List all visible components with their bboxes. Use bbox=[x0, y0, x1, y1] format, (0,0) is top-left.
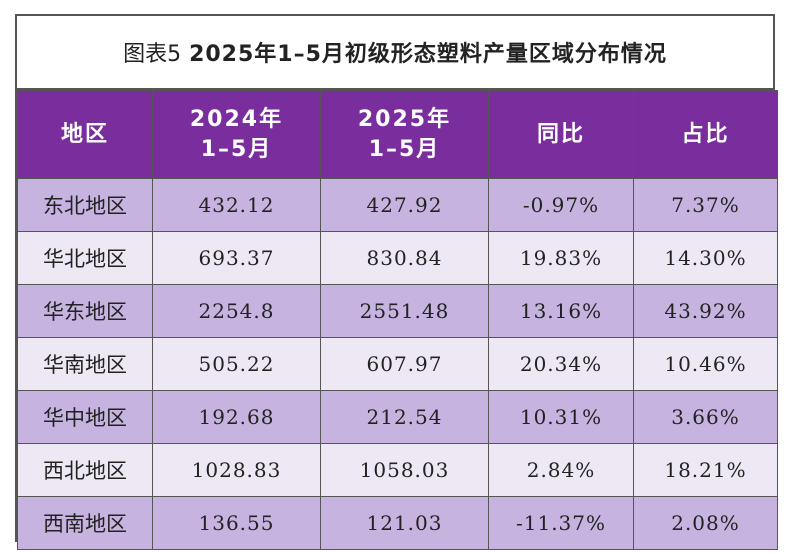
cell-region: 西北地区 bbox=[17, 443, 153, 497]
cell-2025: 830.84 bbox=[320, 231, 489, 285]
table-row: 西南地区 136.55 121.03 -11.37% 2.08% bbox=[17, 496, 778, 550]
cell-region: 华东地区 bbox=[17, 284, 153, 338]
cell-2024: 693.37 bbox=[152, 231, 321, 285]
cell-yoy: -11.37% bbox=[488, 496, 634, 550]
cell-2024: 505.22 bbox=[152, 337, 321, 391]
cell-2025: 2551.48 bbox=[320, 284, 489, 338]
cell-2025: 427.92 bbox=[320, 178, 489, 232]
header-share: 占比 bbox=[633, 90, 778, 179]
cell-2025: 212.54 bbox=[320, 390, 489, 444]
cell-share: 2.08% bbox=[633, 496, 778, 550]
cell-region: 华南地区 bbox=[17, 337, 153, 391]
figure-title: 图表5 2025年1–5月初级形态塑料产量区域分布情况 bbox=[17, 16, 773, 90]
cell-share: 7.37% bbox=[633, 178, 778, 232]
cell-2025: 1058.03 bbox=[320, 443, 489, 497]
table-row: 西北地区 1028.83 1058.03 2.84% 18.21% bbox=[17, 443, 778, 497]
cell-share: 10.46% bbox=[633, 337, 778, 391]
cell-region: 西南地区 bbox=[17, 496, 153, 550]
cell-share: 14.30% bbox=[633, 231, 778, 285]
cell-yoy: 20.34% bbox=[488, 337, 634, 391]
cell-region: 华北地区 bbox=[17, 231, 153, 285]
cell-yoy: 13.16% bbox=[488, 284, 634, 338]
header-2024-year: 2024年 bbox=[189, 106, 284, 132]
figure-number: 图表5 bbox=[123, 42, 182, 67]
table-figure: 图表5 2025年1–5月初级形态塑料产量区域分布情况 地区 2024年 1–5… bbox=[15, 14, 778, 550]
cell-share: 43.92% bbox=[633, 284, 778, 338]
header-2025-year: 2025年 bbox=[357, 106, 452, 132]
cell-region: 东北地区 bbox=[17, 178, 153, 232]
cell-2025: 607.97 bbox=[320, 337, 489, 391]
cell-yoy: 2.84% bbox=[488, 443, 634, 497]
table-row: 华北地区 693.37 830.84 19.83% 14.30% bbox=[17, 231, 778, 285]
header-yoy: 同比 bbox=[488, 90, 634, 179]
table-row: 东北地区 432.12 427.92 -0.97% 7.37% bbox=[17, 178, 778, 232]
cell-share: 3.66% bbox=[633, 390, 778, 444]
header-row: 地区 2024年 1–5月 2025年 1–5月 同比 占比 bbox=[17, 90, 778, 179]
cell-2024: 2254.8 bbox=[152, 284, 321, 338]
cell-2024: 432.12 bbox=[152, 178, 321, 232]
cell-share: 18.21% bbox=[633, 443, 778, 497]
data-table: 地区 2024年 1–5月 2025年 1–5月 同比 占比 东北地区 432.… bbox=[17, 90, 778, 550]
header-2024-months: 1–5月 bbox=[200, 136, 273, 162]
header-region: 地区 bbox=[17, 90, 153, 179]
cell-2025: 121.03 bbox=[320, 496, 489, 550]
cell-region: 华中地区 bbox=[17, 390, 153, 444]
header-2025-months: 1–5月 bbox=[368, 136, 441, 162]
cell-yoy: -0.97% bbox=[488, 178, 634, 232]
cell-yoy: 19.83% bbox=[488, 231, 634, 285]
cell-2024: 1028.83 bbox=[152, 443, 321, 497]
table-row: 华东地区 2254.8 2551.48 13.16% 43.92% bbox=[17, 284, 778, 338]
cell-2024: 136.55 bbox=[152, 496, 321, 550]
cell-2024: 192.68 bbox=[152, 390, 321, 444]
header-2024: 2024年 1–5月 bbox=[152, 90, 321, 179]
header-2025: 2025年 1–5月 bbox=[320, 90, 489, 179]
table-row: 华南地区 505.22 607.97 20.34% 10.46% bbox=[17, 337, 778, 391]
table-row: 华中地区 192.68 212.54 10.31% 3.66% bbox=[17, 390, 778, 444]
figure-caption: 2025年1–5月初级形态塑料产量区域分布情况 bbox=[189, 42, 667, 67]
cell-yoy: 10.31% bbox=[488, 390, 634, 444]
